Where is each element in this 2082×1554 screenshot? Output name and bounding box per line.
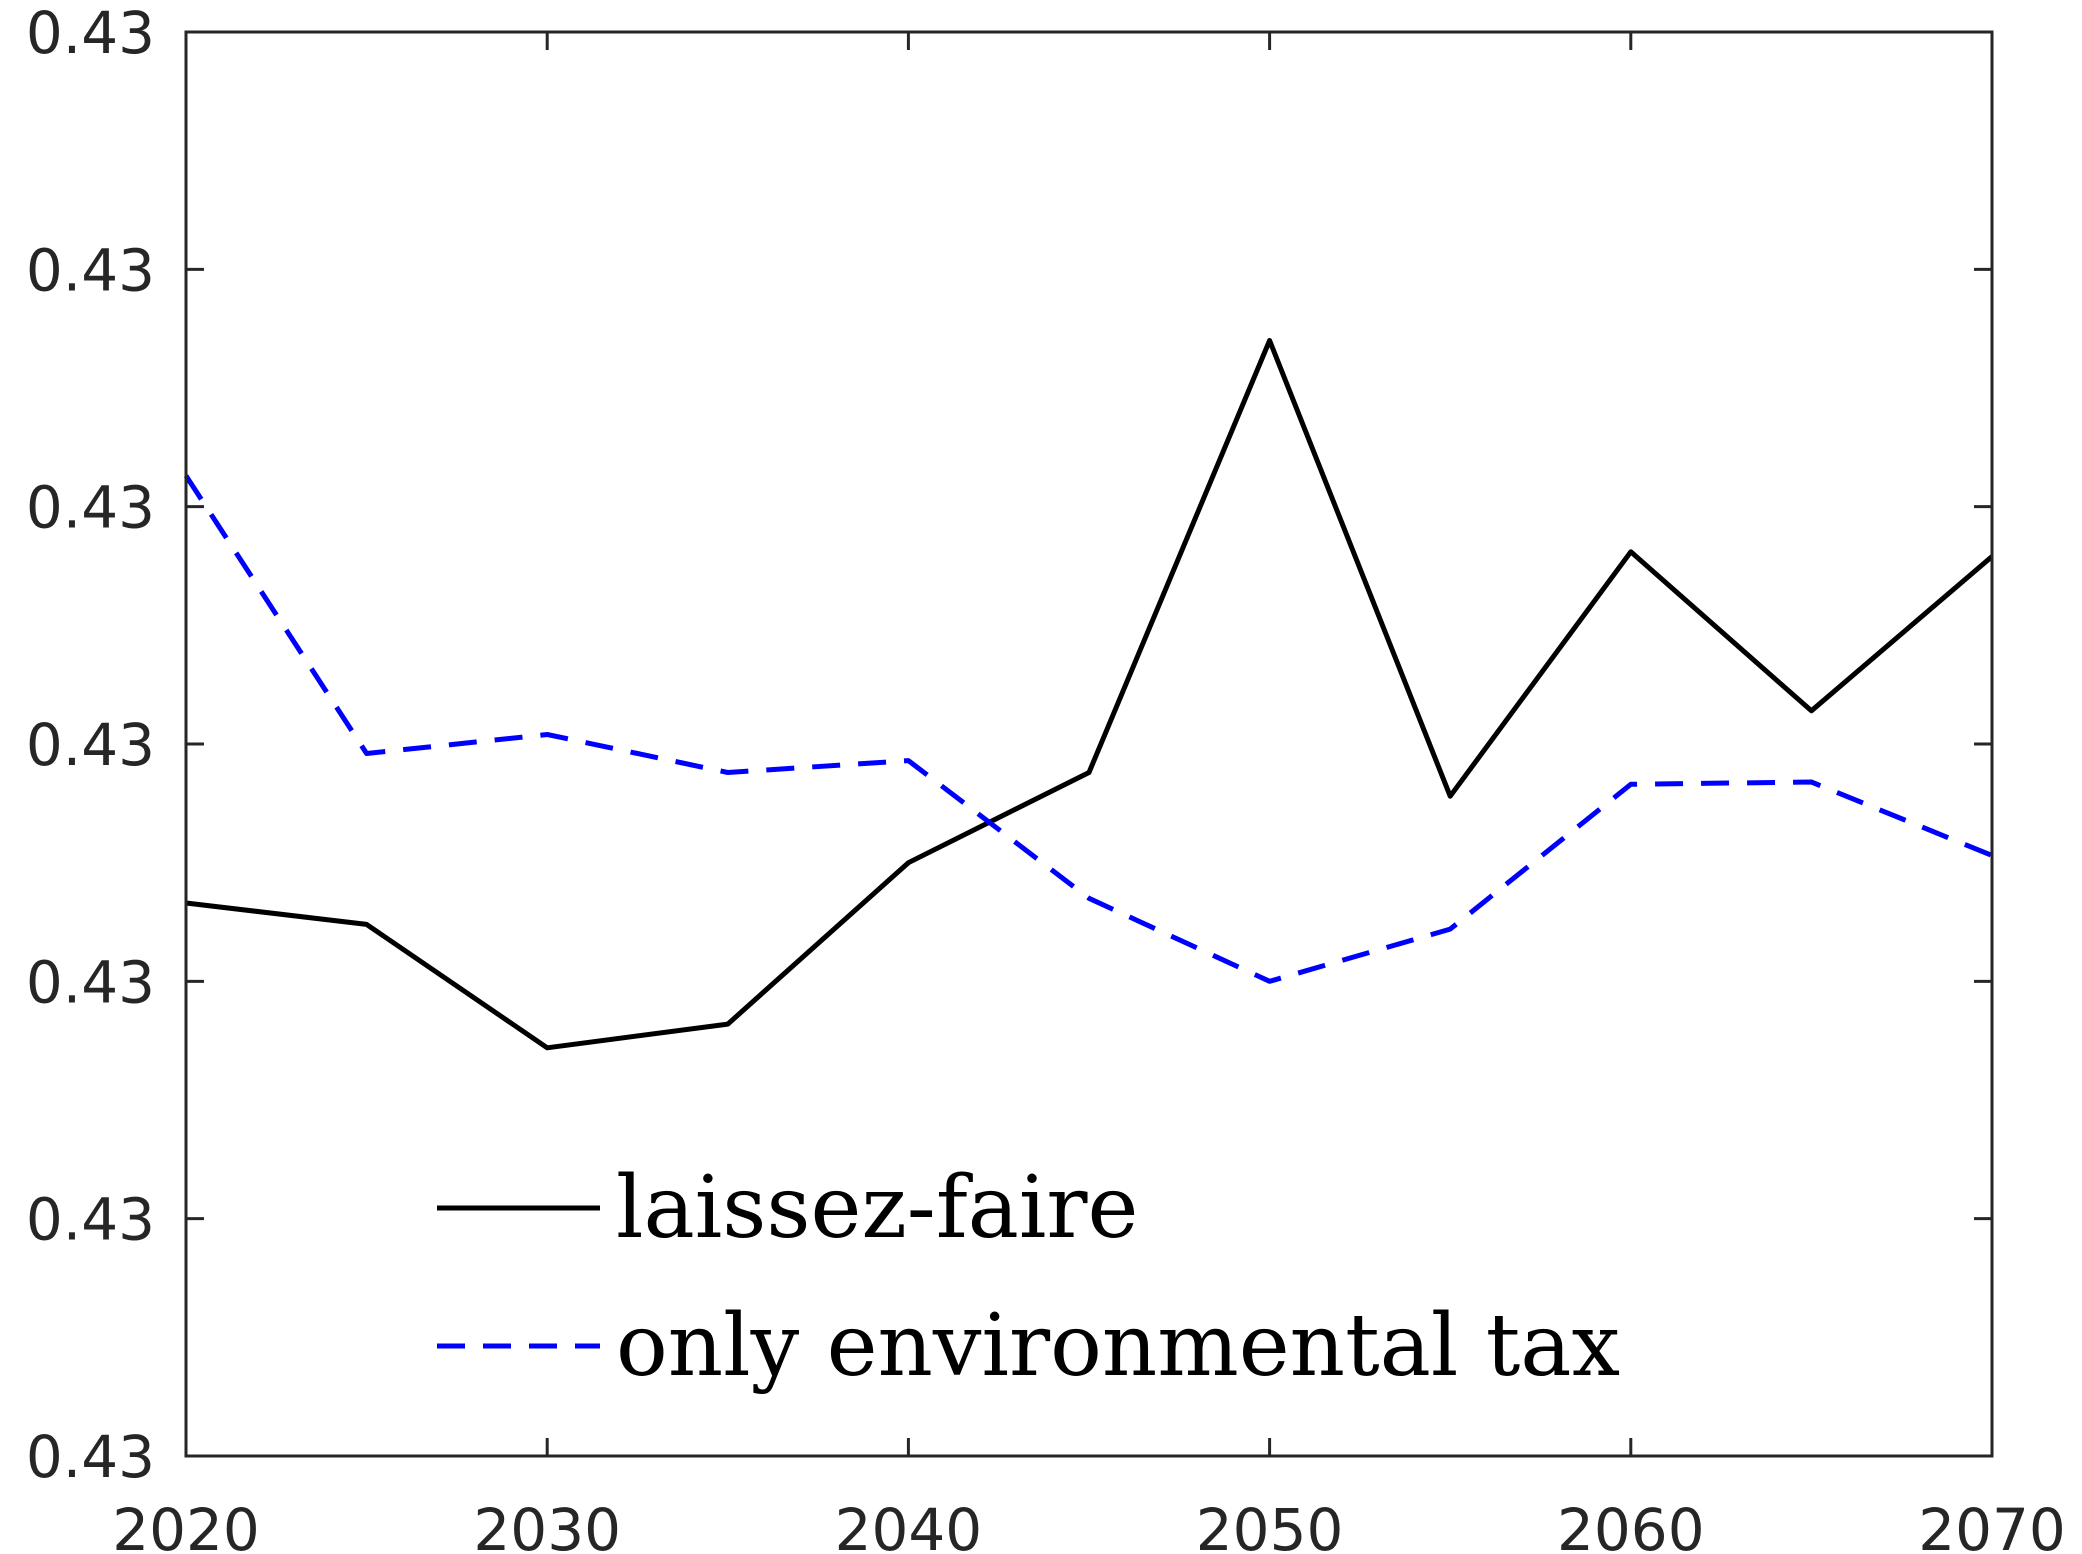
legend-label-only-environmental-tax: only environmental tax [616,1296,1620,1396]
series-layer [183,338,1994,1051]
y-tick-label: 0.43 [26,1186,155,1254]
y-tick-label: 0.43 [26,236,155,304]
y-tick-label: 0.43 [26,711,155,779]
tick-layer [184,30,1994,1458]
label-layer: 2020 2030 2040 2050 2060 2070 0.43 0.43 0.43 0.43… [26,0,2066,1554]
legend-label-laissez-faire: laissez-faire [616,1158,1138,1258]
y-tick-label: 0.43 [26,948,155,1016]
x-tick-label: 2030 [473,1496,621,1554]
y-tick-label: 0.43 [26,1423,155,1491]
legend: laissez-faire only environmental tax [437,1158,1620,1396]
x-tick-label: 2040 [835,1496,983,1554]
y-tick-label: 0.43 [26,0,155,67]
series-line-1 [183,474,1993,984]
x-tick-label: 2050 [1196,1496,1344,1554]
series-line-0 [185,338,1994,1051]
y-tick-label: 0.43 [26,474,155,542]
x-tick-label: 2020 [112,1496,260,1554]
x-tick-label: 2060 [1557,1496,1705,1554]
x-tick-label: 2070 [1918,1496,2066,1554]
